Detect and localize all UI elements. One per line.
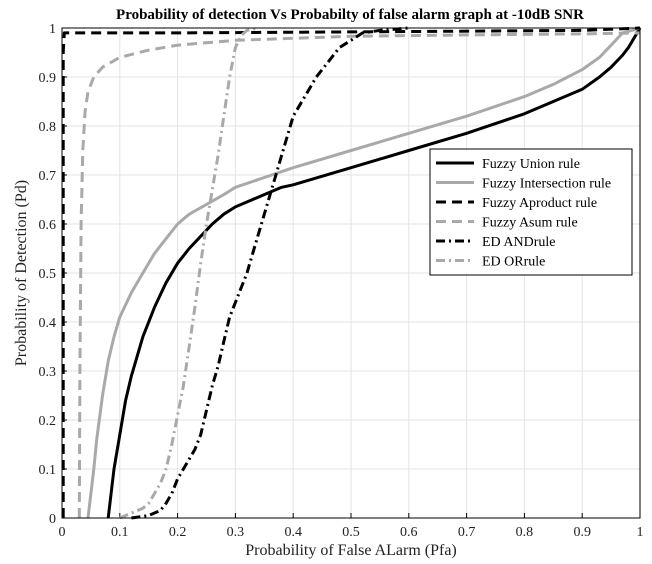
x-tick-label: 0.6 — [400, 525, 418, 540]
x-tick-label: 0 — [59, 525, 66, 540]
legend-label-6: ED ORrule — [482, 255, 545, 270]
series-line-6 — [119, 26, 259, 520]
x-tick-label: 0.2 — [169, 525, 187, 540]
legend-label-1: Fuzzy Union rule — [482, 157, 580, 172]
legend-label-4: Fuzzy Asum rule — [482, 216, 578, 231]
x-tick-label: 0.9 — [573, 525, 591, 540]
y-tick-label: 0.4 — [39, 316, 57, 331]
legend-label-3: Fuzzy Aproduct rule — [482, 196, 597, 211]
x-axis-label: Probability of False ALarm (Pfa) — [245, 542, 457, 559]
y-tick-label: 1 — [49, 22, 56, 37]
legend: Fuzzy Union rule Fuzzy Intersection rule F… — [429, 148, 633, 276]
x-tick-label: 0.5 — [342, 525, 360, 540]
legend-label-5: ED ANDrule — [482, 235, 556, 250]
legend-box — [429, 148, 633, 276]
y-tick-label: 0 — [49, 512, 56, 527]
y-tick-label: 0.8 — [39, 120, 57, 135]
x-tick-label: 0.3 — [227, 525, 245, 540]
series-line-3 — [61, 26, 641, 518]
plot-series — [61, 26, 642, 520]
y-tick-label: 0.9 — [39, 71, 57, 86]
y-tick-label: 0.1 — [39, 463, 57, 478]
y-tick-label: 0.7 — [39, 169, 57, 184]
plot-frame — [61, 27, 641, 519]
series-line-1 — [106, 27, 642, 519]
x-tick-label: 0.8 — [516, 525, 534, 540]
y-axis-label: Probability of Detection (Pd) — [13, 180, 30, 366]
y-tick-label: 0.3 — [39, 365, 57, 380]
series-line-4 — [77, 31, 641, 519]
y-tick-label: 0.6 — [39, 218, 57, 233]
x-tick-label: 0.7 — [458, 525, 476, 540]
legend-label-2: Fuzzy Intersection rule — [482, 177, 611, 192]
x-tick-label: 0.4 — [284, 525, 302, 540]
y-tick-label: 0.2 — [39, 414, 57, 429]
chart-title: Probability of detection Vs Probabilty o… — [116, 7, 584, 23]
y-tick-label: 0.5 — [39, 267, 57, 282]
x-tick-label: 1 — [637, 525, 644, 540]
axis-ticks: 0 0.1 0.2 0.3 0.4 0.5 0.6 0.7 0.8 0.9 1 0 0.1 0.2 0.3 0… — [39, 22, 644, 540]
x-tick-label: 0.1 — [111, 525, 129, 540]
series-line-2 — [86, 26, 641, 519]
